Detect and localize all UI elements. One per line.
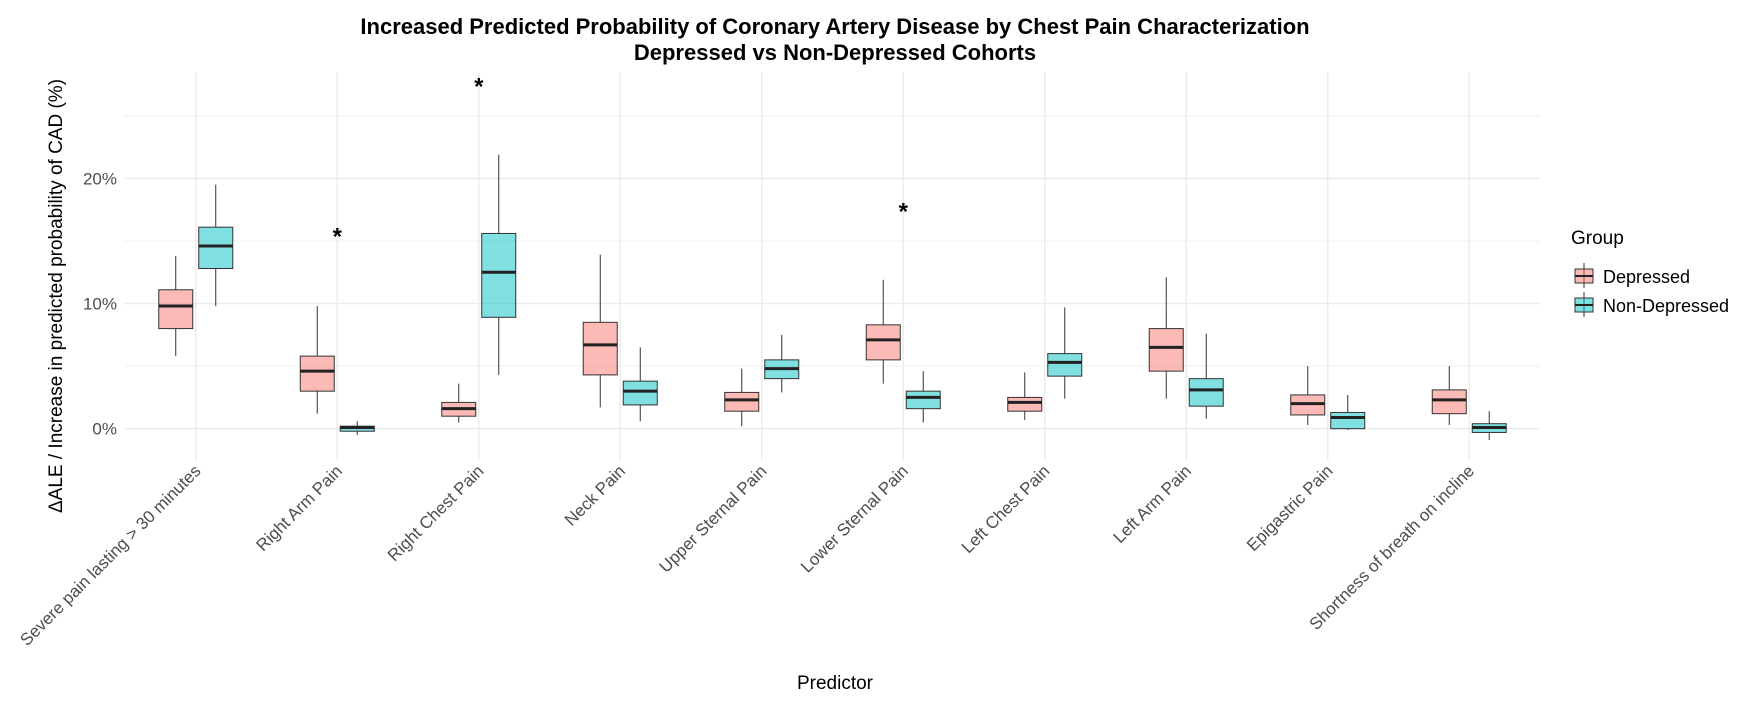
chart-subtitle: Depressed vs Non-Depressed Cohorts [634,40,1036,65]
legend-title: Group [1571,228,1624,249]
x-tick-label: Left Chest Pain [958,461,1054,557]
box-depressed [158,255,194,357]
box-non-depressed [622,347,658,422]
box-iqr [481,232,517,318]
y-axis-ticks: 0% 10% 20% [83,169,117,438]
box-depressed [865,279,901,384]
box-non-depressed [905,371,941,423]
gridlines [125,72,1540,460]
box-iqr [622,380,658,406]
y-tick-label: 20% [83,169,117,188]
x-tick-label: Right Arm Pain [252,461,346,555]
box-non-depressed [764,334,800,393]
box-iqr [582,321,618,376]
x-tick-label: Upper Sternal Pain [656,461,771,576]
box-depressed [1431,366,1467,425]
box-iqr [1007,396,1043,412]
box-depressed [299,306,335,414]
x-tick-label: Epigastric Pain [1243,461,1337,555]
legend: Group Depressed Non-Depressed [1571,228,1729,317]
box-depressed [1290,366,1326,425]
x-tick-label: Left Arm Pain [1109,461,1195,547]
box-iqr [865,324,901,361]
box-depressed [582,254,618,408]
x-tick-label: Right Chest Pain [384,461,488,565]
box-iqr [158,289,194,330]
box-depressed [1007,372,1043,420]
box-iqr [1330,411,1366,430]
legend-item-non-depressed: Non-Depressed [1574,292,1729,317]
box-iqr [1188,378,1224,407]
x-tick-label: Severe pain lasting > 30 minutes [16,461,204,649]
significance-marker: * [333,224,343,251]
legend-item-depressed: Depressed [1574,263,1690,288]
chart-title: Increased Predicted Probability of Coron… [360,14,1309,39]
significance-marker: * [899,199,909,226]
significance-marker: * [474,74,484,101]
box-non-depressed [1330,394,1366,430]
box-non-depressed [1188,333,1224,419]
y-axis-title: ΔALE / Increase in predicted probability… [46,79,67,513]
box-non-depressed [1047,307,1083,399]
box-iqr [1047,353,1083,377]
box-iqr [198,226,234,270]
box-iqr [1431,389,1467,415]
box-iqr [905,390,941,410]
box-depressed [1148,277,1184,399]
box-iqr [1148,328,1184,372]
x-tick-label: Neck Pain [561,461,629,529]
box-non-depressed [198,184,234,307]
plot-area: * * * [158,74,1507,440]
x-tick-label: Shortness of breath on incline [1306,461,1478,633]
y-tick-label: 0% [92,420,117,439]
box-depressed [441,383,477,423]
box-iqr [299,355,335,392]
legend-label: Depressed [1603,267,1690,287]
box-non-depressed [481,154,517,375]
legend-label: Non-Depressed [1603,296,1729,316]
x-axis-ticks: Severe pain lasting > 30 minutes Right Ar… [16,461,1478,649]
box-iqr [724,391,760,412]
x-axis-title: Predictor [797,673,874,694]
box-depressed [724,368,760,427]
box-non-depressed [1471,411,1507,440]
x-tick-label: Lower Sternal Pain [797,461,912,576]
y-tick-label: 10% [83,295,117,314]
box-non-depressed [339,421,375,435]
